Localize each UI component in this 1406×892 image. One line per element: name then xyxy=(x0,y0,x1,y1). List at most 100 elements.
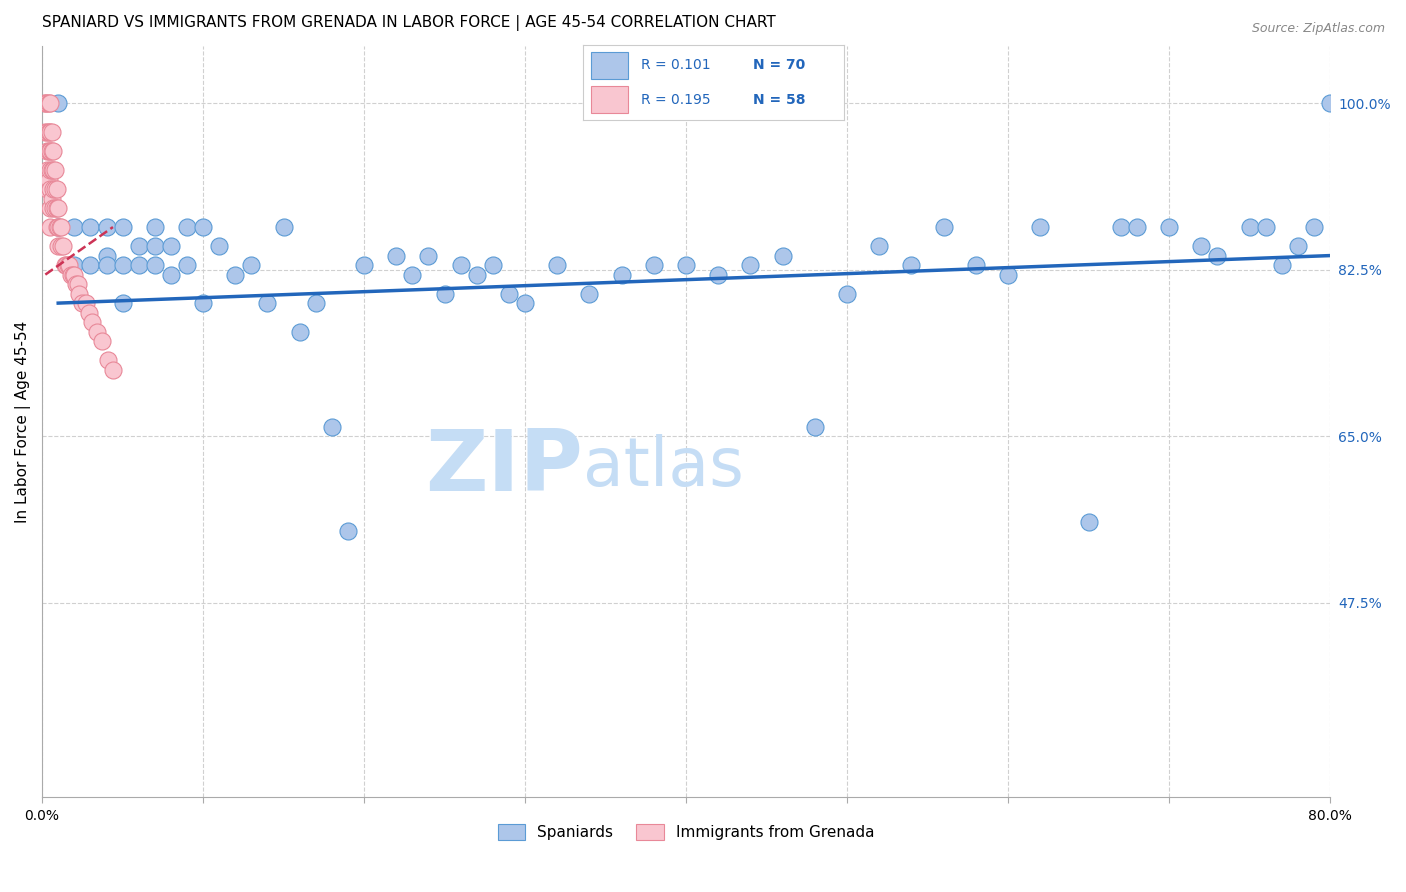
Point xyxy=(42,163,65,178)
Point xyxy=(38,172,60,186)
Point xyxy=(675,258,697,272)
Point xyxy=(353,258,375,272)
Point xyxy=(932,220,955,235)
Point xyxy=(224,268,246,282)
Point xyxy=(63,220,86,235)
Point xyxy=(482,258,505,272)
Bar xyxy=(592,87,627,112)
Point xyxy=(41,192,63,206)
Point xyxy=(321,419,343,434)
Point xyxy=(42,201,65,215)
Text: R = 0.195: R = 0.195 xyxy=(641,93,710,106)
Point xyxy=(1286,239,1309,253)
Point xyxy=(39,163,62,178)
Point xyxy=(160,268,183,282)
Point xyxy=(67,286,90,301)
Point xyxy=(39,125,62,139)
Point xyxy=(46,239,69,253)
Point xyxy=(997,268,1019,282)
Point xyxy=(46,220,69,235)
Point xyxy=(44,182,66,196)
Point xyxy=(65,277,87,292)
Point xyxy=(97,353,120,368)
Point xyxy=(60,268,83,282)
Point xyxy=(401,268,423,282)
Point xyxy=(111,258,134,272)
Point xyxy=(1189,239,1212,253)
Point xyxy=(39,201,62,215)
Point xyxy=(96,258,118,272)
Point xyxy=(643,258,665,272)
Point xyxy=(128,258,150,272)
Point xyxy=(51,220,73,235)
Point xyxy=(1126,220,1149,235)
Point xyxy=(772,249,794,263)
Point xyxy=(34,125,56,139)
Point xyxy=(804,419,827,434)
Point xyxy=(1109,220,1132,235)
Point xyxy=(1254,220,1277,235)
Point xyxy=(1029,220,1052,235)
Point xyxy=(143,220,166,235)
Point xyxy=(707,268,730,282)
Point xyxy=(1206,249,1229,263)
Point xyxy=(433,286,456,301)
Point xyxy=(900,258,922,272)
Point xyxy=(41,144,63,158)
Point xyxy=(191,220,214,235)
Point xyxy=(513,296,536,310)
Point xyxy=(273,220,295,235)
Legend: Spaniards, Immigrants from Grenada: Spaniards, Immigrants from Grenada xyxy=(492,818,880,847)
Point xyxy=(34,96,56,111)
Text: Source: ZipAtlas.com: Source: ZipAtlas.com xyxy=(1251,22,1385,36)
Point xyxy=(45,201,67,215)
Point xyxy=(160,239,183,253)
Point xyxy=(46,201,69,215)
Point xyxy=(46,220,69,235)
Point xyxy=(101,362,124,376)
Point xyxy=(385,249,408,263)
Point xyxy=(1319,96,1341,111)
Point xyxy=(86,325,108,339)
Point xyxy=(52,239,75,253)
Point xyxy=(63,258,86,272)
Text: N = 58: N = 58 xyxy=(752,93,806,106)
Point xyxy=(1271,258,1294,272)
Point xyxy=(77,305,100,319)
Point xyxy=(128,239,150,253)
Point xyxy=(498,286,520,301)
Point xyxy=(1077,515,1099,529)
Point xyxy=(546,258,568,272)
Point xyxy=(45,182,67,196)
Point xyxy=(58,258,80,272)
Point xyxy=(1157,220,1180,235)
Point xyxy=(55,258,77,272)
Point xyxy=(41,125,63,139)
Point xyxy=(34,96,56,111)
Point xyxy=(38,125,60,139)
Point xyxy=(337,524,360,539)
Point xyxy=(35,144,58,158)
Point xyxy=(51,239,73,253)
Point xyxy=(288,325,311,339)
Point xyxy=(35,125,58,139)
Point xyxy=(75,296,97,310)
Point xyxy=(53,258,76,272)
Text: atlas: atlas xyxy=(583,434,744,500)
Point xyxy=(450,258,472,272)
Point xyxy=(45,220,67,235)
Point xyxy=(465,268,488,282)
Point xyxy=(740,258,762,272)
Point xyxy=(38,144,60,158)
Point xyxy=(39,182,62,196)
Point xyxy=(965,258,987,272)
Point xyxy=(79,258,101,272)
Point xyxy=(42,144,65,158)
Point xyxy=(418,249,440,263)
Point xyxy=(578,286,600,301)
Point xyxy=(46,96,69,111)
Point xyxy=(240,258,263,272)
Point xyxy=(42,182,65,196)
Point xyxy=(96,220,118,235)
Point xyxy=(96,249,118,263)
